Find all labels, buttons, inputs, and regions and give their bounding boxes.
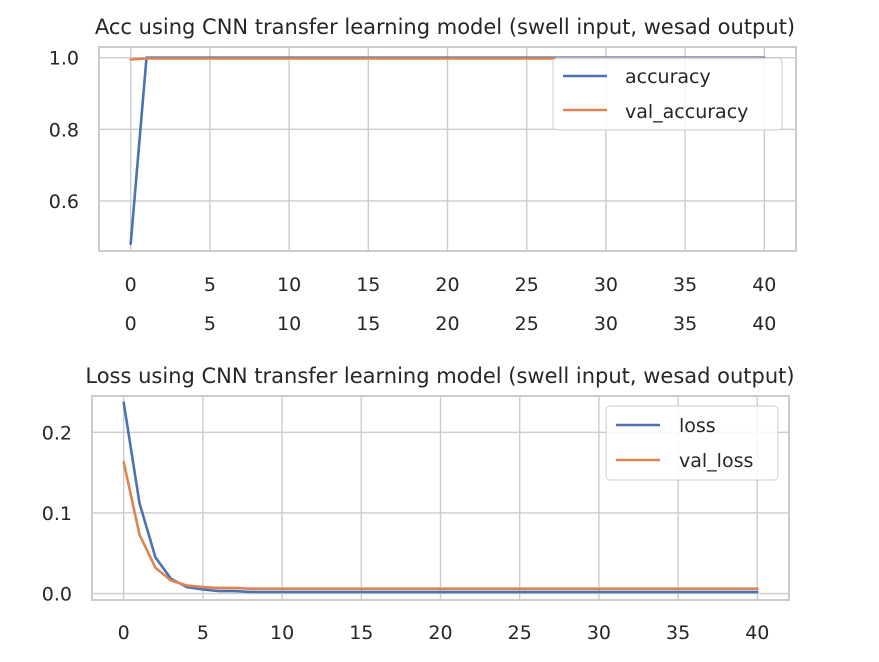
loss-chart: Loss using CNN transfer learning model (… <box>42 364 795 644</box>
x-tick-label-secondary: 30 <box>594 313 618 335</box>
x-tick-label-secondary: 25 <box>515 313 539 335</box>
x-tick-label: 0 <box>125 274 137 296</box>
legend-loss-label: loss <box>679 415 716 437</box>
x-tick-label: 35 <box>666 622 690 644</box>
x-tick-label: 5 <box>197 622 209 644</box>
x-tick-label: 40 <box>752 274 776 296</box>
loss-series-group <box>122 401 759 594</box>
x-tick-label-secondary: 20 <box>435 313 459 335</box>
loss-legend: loss val_loss <box>605 405 779 481</box>
x-tick-label-secondary: 5 <box>204 313 216 335</box>
x-tick-label-secondary: 15 <box>356 313 380 335</box>
accuracy-tick-labels: 0 0 5 5 10 10 15 15 20 20 25 25 30 30 35 35 40 40 0.6 0.8 1.… <box>49 48 777 335</box>
x-tick-label: 10 <box>270 622 294 644</box>
x-tick-label: 10 <box>277 274 301 296</box>
x-tick-label-secondary: 40 <box>752 313 776 335</box>
legend-val-accuracy-label: val_accuracy <box>625 101 748 123</box>
x-tick-label: 0 <box>118 622 130 644</box>
x-tick-label: 25 <box>515 274 539 296</box>
loss-tick-labels: 0 5 10 15 20 25 30 35 40 0.0 0.1 0.2 <box>42 422 770 644</box>
x-tick-label: 40 <box>745 622 769 644</box>
accuracy-legend-box <box>552 57 783 131</box>
loss-chart-title: Loss using CNN transfer learning model (… <box>85 364 794 388</box>
loss-series-line <box>122 401 759 594</box>
x-tick-label: 15 <box>349 622 373 644</box>
y-tick-label: 0.1 <box>42 503 72 525</box>
y-tick-label: 0.2 <box>42 422 72 444</box>
x-tick-label: 20 <box>428 622 452 644</box>
x-tick-label: 5 <box>204 274 216 296</box>
x-tick-label: 30 <box>587 622 611 644</box>
y-tick-label: 0.6 <box>49 191 79 213</box>
x-tick-label-secondary: 10 <box>277 313 301 335</box>
x-tick-label: 15 <box>356 274 380 296</box>
legend-accuracy-label: accuracy <box>625 66 711 88</box>
val-loss-series-line <box>122 460 759 591</box>
x-tick-label-secondary: 35 <box>673 313 697 335</box>
y-tick-label: 0.8 <box>49 119 79 141</box>
y-tick-label: 1.0 <box>49 48 79 70</box>
y-tick-label: 0.0 <box>42 584 72 606</box>
accuracy-chart: Acc using CNN transfer learning model (s… <box>49 15 797 335</box>
x-tick-label: 25 <box>508 622 532 644</box>
x-tick-label-secondary: 0 <box>125 313 137 335</box>
legend-val-loss-label: val_loss <box>679 450 753 472</box>
accuracy-legend: accuracy val_accuracy <box>552 57 783 131</box>
x-tick-label: 35 <box>673 274 697 296</box>
x-tick-label: 20 <box>435 274 459 296</box>
accuracy-chart-title: Acc using CNN transfer learning model (s… <box>95 15 795 39</box>
x-tick-label: 30 <box>594 274 618 296</box>
